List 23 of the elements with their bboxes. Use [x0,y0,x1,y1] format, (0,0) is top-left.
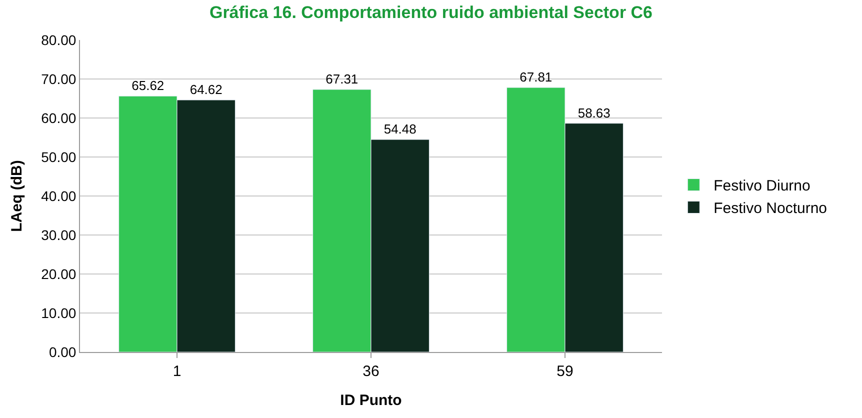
y-tick-label: 30.00 [41,226,76,243]
y-tick-label: 60.00 [41,110,76,126]
x-tick-label: 1 [172,363,182,380]
y-tick-label: 20.00 [41,266,76,282]
chart-title: Gráfica 16. Comportamiento ruido ambiental Sector C6 [209,3,653,22]
data-label: 64.62 [190,82,222,97]
x-axis-title: ID Punto [340,392,402,409]
legend-label: Festivo Diurno [714,178,810,195]
y-tick-label: 40.00 [41,188,76,204]
y-tick-label: 10.00 [41,304,76,321]
data-label: 54.48 [384,122,416,137]
x-tick-label: 59 [556,363,574,380]
y-axis-title: LAeq (dB) [8,160,26,232]
y-tick-label: 80.00 [41,32,76,48]
y-tick-label: 70.00 [41,70,76,87]
y-tick-label: 50.00 [41,148,76,165]
y-tick-label: 0.00 [48,344,76,360]
data-label: 58.63 [578,105,610,120]
data-label: 67.31 [326,71,358,86]
data-label: 67.81 [520,70,552,85]
data-label: 65.62 [132,78,164,94]
legend-label: Festivo Nocturno [714,200,828,218]
x-tick-label: 36 [362,363,380,380]
